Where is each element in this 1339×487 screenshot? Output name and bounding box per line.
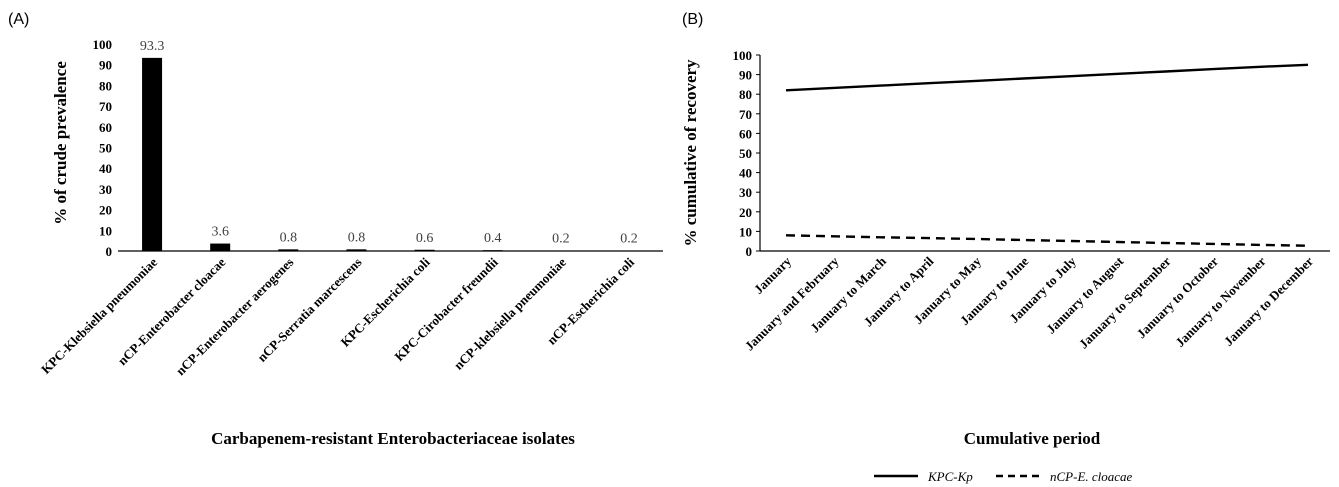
period-label-january-to-october: January to October [1133,253,1221,341]
panel-b-y-tick-label-100: 100 [733,48,753,63]
category-label-ncp-enterobacter-aerogenes: nCP-Enterobacter aerogenes [173,255,297,379]
series-line-kpc-kp [785,63,1309,92]
panel-a-x-axis-title: Carbapenem-resistant Enterobacteriaceae … [211,429,575,448]
panel-b-y-tick-label-30: 30 [739,185,752,200]
panel-a-x-axis: KPC-Klebsiella pneumoniaenCP-Enterobacte… [38,254,637,378]
panel-a-y-tick-label-0: 0 [106,244,113,259]
panel-a-y-tick-label-50: 50 [99,141,112,156]
data-label-ncp-enterobacter-cloacae: 3.6 [211,225,229,240]
bar-ncp-enterobacter-cloacae [210,243,231,251]
panel-a-y-axis: 0 10 20 30 40 50 60 70 80 90 100 [93,37,113,259]
panel-a-y-tick-label-30: 30 [99,182,112,197]
panel-b-y-axis-title: % cumulative of recovery [681,59,700,247]
series-line-ncp-e-cloacae [785,234,1309,247]
bar-ncp-enterobacter-aerogenes [278,249,299,251]
panel-a-label: (A) [8,11,29,28]
legend-label-kpc-kp: KPC-Kp [927,469,973,484]
data-label-kpc-klebsiella-pneumoniae: 93.3 [140,39,165,54]
period-label-january-to-december: January to December [1221,253,1317,349]
panel-a-y-tick-label-80: 80 [99,78,112,93]
category-label-kpc-klebsiella-pneumoniae: KPC-Klebsiella pneumoniae [38,254,160,376]
panel-a-bars [142,57,639,252]
panel-a-y-axis-title: % of crude prevalence [51,61,70,225]
period-label-january: January [751,253,795,297]
panel-a-y-tick-label-40: 40 [99,161,112,176]
panel-a-data-labels: 93.3 3.6 0.8 0.8 0.6 0.4 0.2 0.2 [140,39,638,247]
period-label-january-and-february: January and February [742,253,842,353]
panel-a-y-tick-label-90: 90 [99,58,112,73]
panel-a-y-tick-label-20: 20 [99,203,112,218]
panel-b-lines [785,63,1309,247]
category-label-ncp-klebsiella-pneumoniae: nCP-klebsiella pneumoniae [451,254,569,372]
period-label-january-to-september: January to September [1076,253,1174,351]
data-label-ncp-enterobacter-aerogenes: 0.8 [280,230,298,245]
legend-label-ncp-e-cloacae: nCP-E. cloacae [1050,469,1133,484]
panel-b-y-tick-label-90: 90 [739,68,752,83]
data-label-ncp-klebsiella-pneumoniae: 0.2 [552,232,570,247]
panel-b-y-tick-label-0: 0 [746,244,753,259]
bar-kpc-escherichia-coli [414,249,435,251]
data-label-kpc-escherichia-coli: 0.6 [416,231,434,246]
panel-b-y-tick-label-80: 80 [739,87,752,102]
panel-b-y-tick-label-70: 70 [739,107,752,122]
panel-a-y-tick-label-10: 10 [99,223,112,238]
panel-a: (A) 0 10 20 30 40 50 60 70 80 90 100 93.3 3.6 0.8 0.8… [8,11,663,448]
bar-ncp-serratia-marcescens [346,249,367,251]
panel-b-y-tick-label-10: 10 [739,224,752,239]
bar-kpc-klebsiella-pneumoniae [142,57,163,251]
panel-b-label: (B) [682,11,703,28]
panel-b-x-axis-title: Cumulative period [964,429,1101,448]
panel-b-y-tick-label-40: 40 [739,166,752,181]
panel-a-y-tick-label-60: 60 [99,120,112,135]
period-label-january-to-november: January to November [1172,253,1269,350]
panel-b-y-tick-label-20: 20 [739,205,752,220]
legend: KPC-Kp nCP-E. cloacae [874,469,1133,484]
panel-b-y-axis: 0 10 20 30 40 50 60 70 80 90 100 [733,48,760,259]
panel-a-y-tick-label-100: 100 [93,37,113,52]
panel-b-y-tick-label-50: 50 [739,146,752,161]
panel-a-y-tick-label-70: 70 [99,99,112,114]
data-label-ncp-escherichia-coli: 0.2 [620,232,638,247]
data-label-ncp-serratia-marcescens: 0.8 [348,230,366,245]
data-label-kpc-cirobacter-freundii: 0.4 [484,231,502,246]
panel-b-y-tick-label-60: 60 [739,126,752,141]
